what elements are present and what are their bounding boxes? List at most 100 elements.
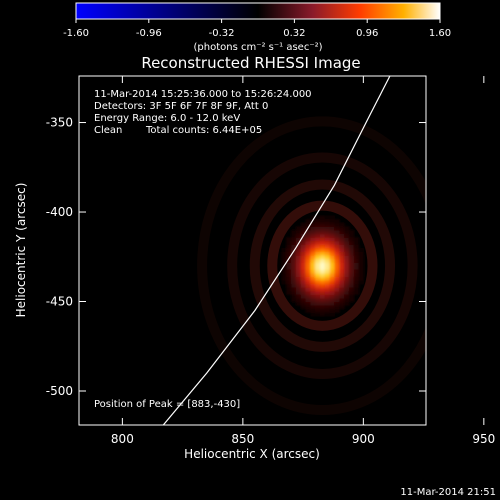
x-axis-label: Heliocentric X (arcsec) (184, 447, 320, 461)
heatmap-cell (334, 290, 340, 295)
heatmap-cell (319, 294, 326, 299)
colorbar-tick-label: -0.32 (209, 28, 235, 39)
heatmap-cell (286, 251, 292, 256)
x-tick-label: 850 (231, 432, 254, 446)
heatmap-cell (348, 269, 355, 274)
heatmap-cell (291, 276, 297, 281)
heatmap-cell (305, 244, 311, 249)
heatmap-cell (315, 244, 321, 249)
heatmap-cell (348, 280, 355, 285)
heatmap-cell (295, 244, 302, 249)
heatmap-cell (295, 283, 302, 288)
heatmap-cell (310, 254, 316, 260)
heatmap-cell (315, 294, 321, 299)
heatmap-cell (295, 251, 302, 256)
heatmap-cell (329, 247, 336, 252)
heatmap-cell (300, 301, 307, 306)
heatmap-cell (324, 247, 331, 252)
heatmap-cell (329, 312, 336, 317)
heatmap-cell (344, 233, 350, 238)
heatmap-cell (319, 308, 326, 313)
colorbar-ticks: -1.60 -0.96 -0.32 0.32 0.96 1.60 (63, 19, 451, 39)
heatmap-cell (334, 308, 340, 313)
heatmap-cell (339, 301, 345, 306)
heatmap-cell (295, 237, 302, 242)
heatmap-cell (310, 222, 316, 227)
heatmap-cell (324, 251, 331, 256)
heatmap-cell (358, 276, 364, 281)
heatmap-cell (344, 265, 350, 270)
heatmap-cell (348, 294, 355, 299)
colorbar-tick-label: -1.60 (63, 28, 89, 39)
heatmap-cell (281, 272, 287, 278)
heatmap-cell (334, 287, 340, 292)
info-method: Clean (94, 125, 122, 136)
heatmap-cell (310, 283, 316, 288)
heatmap-cell (358, 247, 364, 252)
heatmap-cell (295, 262, 302, 267)
heatmap-cell (324, 305, 331, 310)
heatmap-area (79, 76, 426, 425)
heatmap-cell (300, 229, 307, 235)
heatmap-cell (295, 226, 302, 231)
heatmap-cell (334, 297, 340, 303)
heatmap-cell (300, 305, 307, 310)
heatmap-cell (319, 283, 326, 288)
heatmap-cell (310, 233, 316, 238)
heatmap-cell (319, 297, 326, 303)
heatmap-pixels (281, 215, 364, 317)
heatmap-cell (281, 251, 287, 256)
heatmap-cell (305, 237, 311, 242)
heatmap-cell (329, 287, 336, 292)
heatmap-cell (319, 287, 326, 292)
heatmap-cell (300, 269, 307, 274)
heatmap-cell (305, 301, 311, 306)
heatmap-cell (334, 258, 340, 263)
heatmap-cell (339, 222, 345, 227)
heatmap-cell (305, 272, 311, 278)
heatmap-cell (334, 301, 340, 306)
heatmap-cell (324, 229, 331, 235)
heatmap-cell (324, 280, 331, 285)
heatmap-cell (348, 283, 355, 288)
heatmap-cell (295, 254, 302, 260)
heatmap-cell (315, 222, 321, 227)
heatmap-cell (305, 254, 311, 260)
heatmap-cell (310, 312, 316, 317)
heatmap-cell (344, 247, 350, 252)
heatmap-cell (315, 287, 321, 292)
heatmap-cell (319, 258, 326, 263)
heatmap-cell (348, 262, 355, 267)
heatmap-cell (286, 287, 292, 292)
heatmap-cell (339, 272, 345, 278)
heatmap-cell (315, 258, 321, 263)
heatmap-cell (315, 290, 321, 295)
colorbar-unit: (photons cm⁻² s⁻¹ asec⁻²) (193, 42, 322, 53)
heatmap-cell (319, 247, 326, 252)
heatmap-cell (344, 290, 350, 295)
heatmap-cell (295, 269, 302, 274)
x-tick-label: 950 (472, 432, 495, 446)
heatmap-cell (291, 297, 297, 303)
colorbar-tick-label: 1.60 (429, 28, 451, 39)
heatmap-cell (334, 283, 340, 288)
heatmap-cell (310, 240, 316, 245)
heatmap-cell (291, 265, 297, 270)
heatmap-cell (329, 233, 336, 238)
heatmap-cell (291, 247, 297, 252)
heatmap-cell (353, 269, 360, 274)
colorbar-tick-label: 0.32 (283, 28, 305, 39)
heatmap-cell (315, 229, 321, 235)
heatmap-cell (339, 290, 345, 295)
heatmap-cell (310, 244, 316, 249)
heatmap-cell (339, 240, 345, 245)
heatmap-cell (353, 276, 360, 281)
x-tick-label: 900 (352, 432, 375, 446)
heatmap-cell (324, 240, 331, 245)
heatmap-cell (300, 251, 307, 256)
heatmap-cell (319, 272, 326, 278)
heatmap-cell (339, 247, 345, 252)
heatmap-cell (300, 258, 307, 263)
heatmap-cell (339, 283, 345, 288)
y-tick-label: -450 (46, 295, 73, 309)
